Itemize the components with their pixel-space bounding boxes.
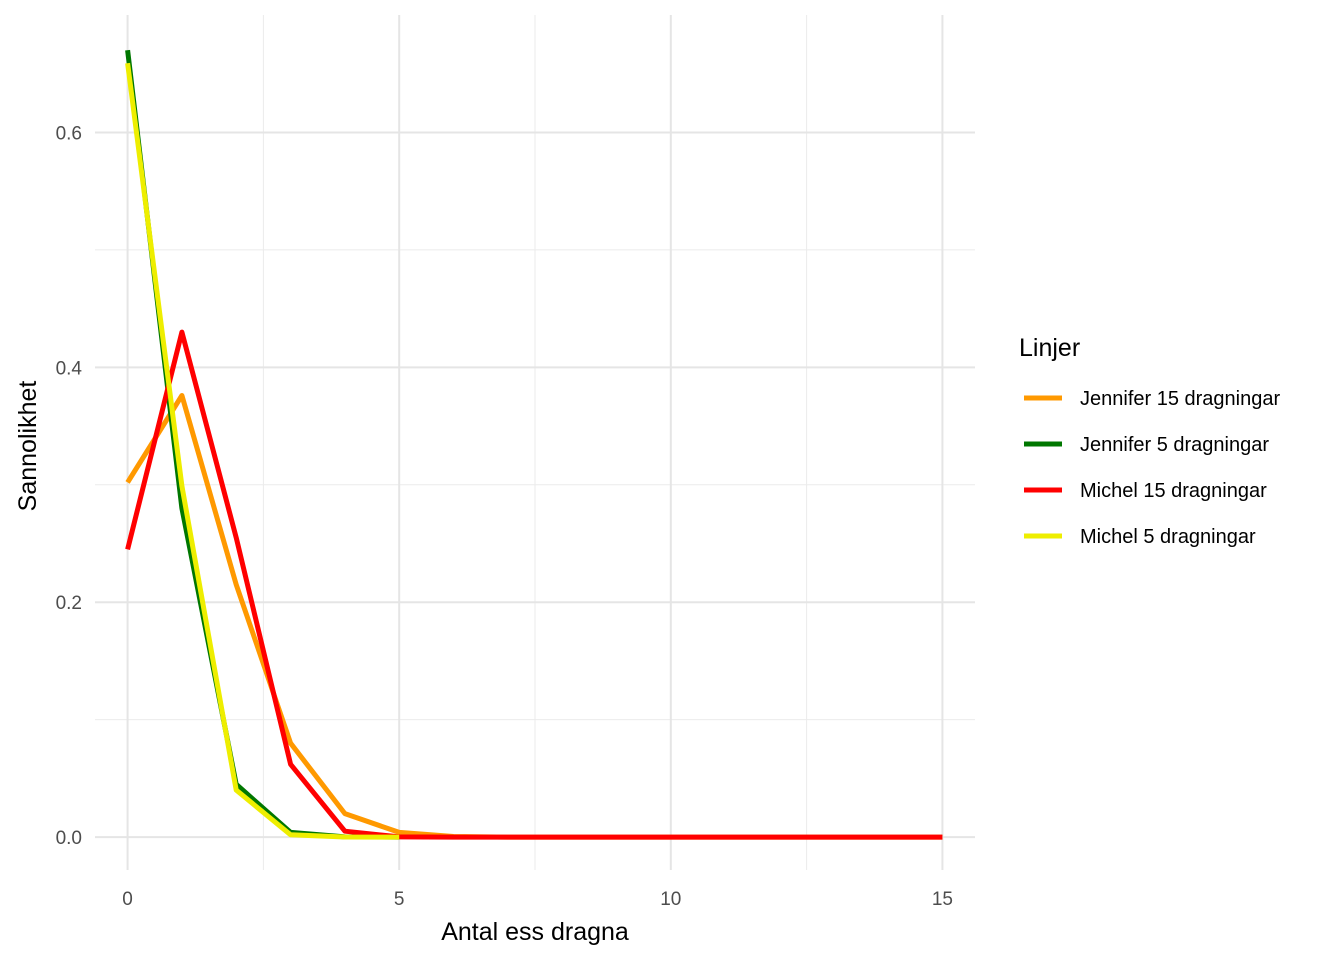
series-line-2 [125,329,943,840]
x-tick-label-3: 15 [932,889,953,910]
y-axis-tick-labels: 0.0 0.2 0.4 0.6 [56,123,83,849]
y-axis-title: Sannolikhet [14,381,42,512]
x-axis-title: Antal ess dragna [441,918,629,946]
x-tick-label-0: 0 [122,889,133,910]
minor-gridlines [95,15,975,870]
y-tick-label-0: 0.0 [56,828,82,849]
y-tick-label-2: 0.4 [56,358,83,379]
x-tick-label-1: 5 [394,889,405,910]
x-tick-label-2: 10 [660,889,681,910]
legend-title: Linjer [1019,334,1080,362]
series-lines [125,49,943,840]
x-axis-tick-labels: 0 5 10 15 [122,889,953,910]
legend-label-1: Jennifer 5 dragningar [1080,434,1269,456]
legend-label-2: Michel 15 dragningar [1080,480,1267,502]
legend-label-3: Michel 5 dragningar [1080,526,1256,548]
legend-label-0: Jennifer 15 dragningar [1080,388,1280,410]
legend: Linjer Jennifer 15 dragningar Jennifer 5 … [1019,334,1280,548]
y-tick-label-3: 0.6 [56,123,82,144]
y-tick-label-1: 0.2 [56,593,82,614]
series-line-3 [125,62,400,840]
